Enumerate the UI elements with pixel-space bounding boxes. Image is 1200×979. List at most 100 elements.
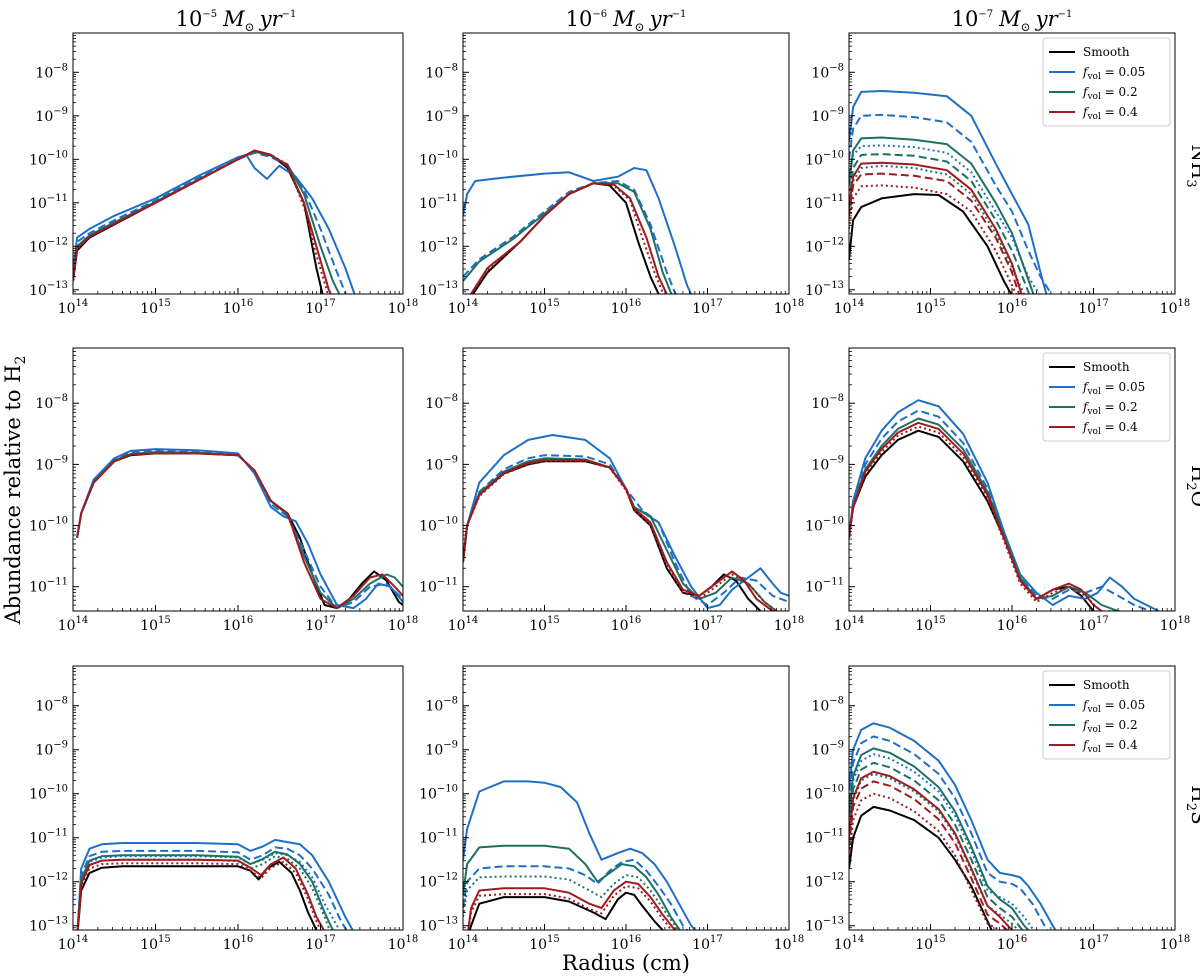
axes-frame [72,32,404,295]
legend-label: fvol = 0.2 [1082,400,1138,417]
y-tick-label: 10−8 [811,62,844,81]
x-tick-label: 1015 [915,934,946,953]
axes-frame [462,665,790,931]
x-tick-label: 1014 [58,298,89,317]
y-tick-label: 10−8 [425,62,458,81]
y-tick-label: 10−11 [419,193,458,212]
x-tick-label: 1018 [774,298,805,317]
y-tick-label: 10−11 [805,828,844,847]
series-line-f005-dotted [849,753,1035,930]
series-line-f005-dashed [463,180,677,294]
series-line-f005-solid [849,722,1057,930]
series-group [76,448,403,610]
x-tick-label: 1016 [223,615,254,634]
series-line-f005-dashed [849,409,1151,611]
y-tick-label: 10−9 [35,106,68,125]
series-line-f005-dashed [849,735,1049,930]
y-tick-label: 10−10 [29,149,68,168]
panels-group: 1014 1015 1016 1017 101810−1310−1210−1110−10… [29,32,1191,953]
y-tick-label: 10−8 [811,696,844,715]
series-line-f04-dashed [849,780,1009,930]
y-tick-label: 10−9 [35,740,68,759]
panel-2: 1014 1015 1016 1017 1018 10−13 10−12 10−11 10−10… [419,32,805,317]
y-tick-label: 10−10 [805,516,844,535]
x-tick-label: 1016 [611,298,642,317]
y-tick-label: 10−10 [805,784,844,803]
x-tick-label: 1014 [448,298,479,317]
y-tick-label: 10−8 [425,696,458,715]
axes-frame [72,665,404,931]
legend-label: Smooth [1083,360,1130,374]
series-line-f005-solid [76,838,354,930]
series-line-smooth-solid [73,149,324,294]
y-tick-label: 10−10 [29,784,68,803]
y-tick-label: 10−9 [425,740,458,759]
series-line-f005-solid [849,399,1160,611]
x-tick-label: 1018 [774,934,805,953]
x-tick-label: 1015 [140,934,171,953]
series-line-f005-solid [463,434,789,610]
series-group [76,838,354,930]
series-line-smooth-solid [849,805,993,930]
y-tick-label: 10−9 [425,106,458,125]
x-tick-label: 1018 [388,298,419,317]
panel-5: 1014 1015 1016 1017 1018 10−11 10−10 10−9 10−8 [419,347,804,634]
x-tick-label: 1014 [448,615,479,634]
panel-9: 1014 1015 1016 1017 1018 10−13 10−12 10−11 10−10… [805,665,1190,953]
series-line-f04-solid [849,161,1023,294]
series-line-f005-dotted [76,852,341,930]
y-tick-label: 10−11 [419,828,458,847]
y-tick-label: 10−13 [419,916,458,935]
legend-label: Smooth [1083,45,1130,59]
series-group [849,722,1057,930]
column-title-1: 10−5 M⊙ yr−1 [176,7,297,34]
y-tick-label: 10−10 [419,516,458,535]
x-tick-label: 1017 [1078,615,1109,634]
y-tick-label: 10−11 [805,193,844,212]
series-group [849,399,1160,611]
series-line-f04-solid [849,770,1014,930]
x-tick-label: 1018 [1160,298,1191,317]
panel-4: 1014 1015 1016 1017 1018 10−11 10−10 10−9 10−8 [29,347,418,634]
y-tick-label: 10−12 [29,872,68,891]
series-line-f005-solid [463,167,693,294]
x-tick-label: 1014 [58,615,89,634]
x-tick-label: 1015 [915,615,946,634]
series-group [463,780,697,930]
y-tick-label: 10−8 [35,62,68,81]
series-line-smooth-solid [849,193,1013,294]
series-line-f02-solid [76,850,334,930]
x-tick-label: 1017 [692,298,723,317]
x-tick-label: 1015 [140,298,171,317]
legend-label: fvol = 0.05 [1082,65,1145,82]
legend-label: fvol = 0.2 [1082,85,1138,102]
x-tick-label: 1014 [834,615,865,634]
row-label-h2s: H2S [1183,785,1200,824]
axes-frame [462,347,790,612]
x-tick-label: 1016 [611,934,642,953]
x-tick-label: 1016 [997,934,1028,953]
series-line-f005-dotted [849,144,1041,294]
series-line-f02-solid [76,451,403,610]
series-line-f02-dotted [849,772,1020,930]
x-tick-label: 1018 [1160,615,1191,634]
series-line-f02-solid [463,844,682,930]
series-line-f04-solid [467,880,677,930]
x-tick-label: 1014 [58,934,89,953]
x-tick-label: 1018 [388,934,419,953]
series-line-f04-dotted [849,792,1002,930]
y-tick-label: 10−13 [29,916,68,935]
series-line-f04-solid [469,182,668,294]
series-line-f005-dashed [76,846,348,930]
series-line-f04-dashed [849,172,1021,294]
x-tick-label: 1014 [448,934,479,953]
x-tick-label: 1016 [611,615,642,634]
series-line-f04-solid [76,856,325,930]
legend-label: Smooth [1083,678,1130,692]
legend-box [1042,352,1171,442]
x-tick-label: 1016 [223,298,254,317]
y-tick-label: 10−8 [35,696,68,715]
y-tick-label: 10−10 [805,149,844,168]
x-tick-label: 1017 [692,934,723,953]
